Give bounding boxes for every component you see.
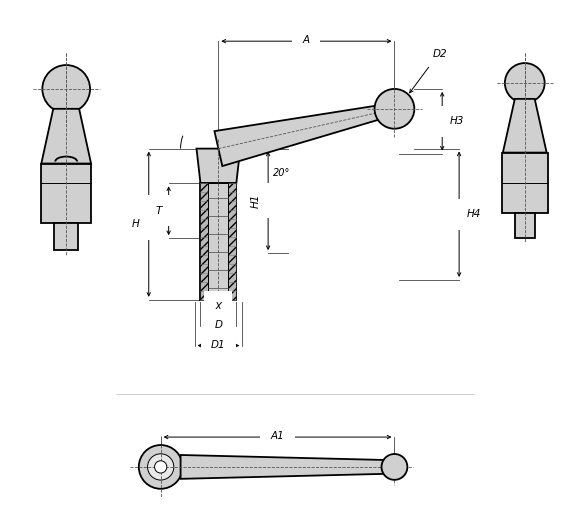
Bar xyxy=(208,183,228,300)
Text: A1: A1 xyxy=(271,431,285,441)
Circle shape xyxy=(155,461,167,473)
Text: D1: D1 xyxy=(211,340,226,350)
Text: H1: H1 xyxy=(251,194,261,208)
Text: D2: D2 xyxy=(432,49,447,59)
Polygon shape xyxy=(41,109,91,163)
Bar xyxy=(41,163,91,223)
Circle shape xyxy=(382,454,407,480)
Text: 20°: 20° xyxy=(273,169,290,178)
Polygon shape xyxy=(228,183,236,300)
Polygon shape xyxy=(180,455,384,479)
Bar xyxy=(515,213,535,238)
Polygon shape xyxy=(197,149,240,183)
Circle shape xyxy=(139,445,183,489)
Polygon shape xyxy=(214,103,396,166)
Text: X: X xyxy=(215,302,222,312)
Bar xyxy=(200,183,236,300)
Polygon shape xyxy=(503,99,546,153)
Bar xyxy=(502,153,548,213)
Text: A: A xyxy=(303,35,310,45)
Circle shape xyxy=(505,63,545,103)
Text: D: D xyxy=(214,320,222,330)
Bar xyxy=(54,223,78,250)
Circle shape xyxy=(148,454,174,480)
Polygon shape xyxy=(200,183,208,300)
Text: T: T xyxy=(155,206,162,216)
Text: H4: H4 xyxy=(467,209,481,219)
Text: H3: H3 xyxy=(450,116,464,126)
Text: H: H xyxy=(132,219,140,229)
Circle shape xyxy=(375,89,414,129)
Circle shape xyxy=(42,65,90,113)
